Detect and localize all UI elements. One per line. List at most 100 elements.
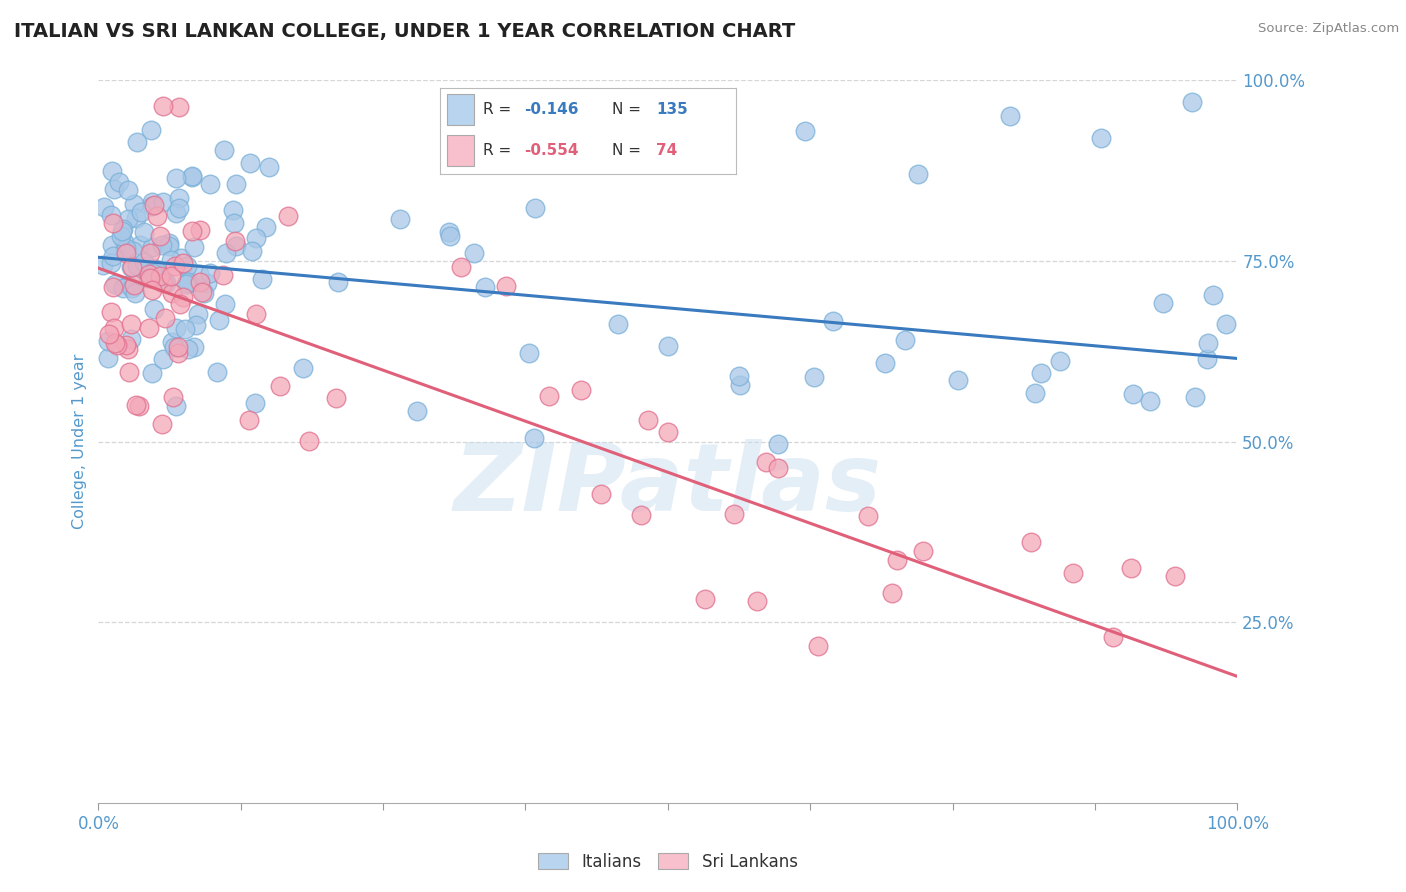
Point	[111, 224, 134, 238]
Point	[388, 212, 411, 227]
Point	[793, 124, 815, 138]
Point	[1121, 387, 1143, 401]
Point	[591, 486, 613, 500]
Point	[728, 368, 751, 383]
Point	[117, 343, 139, 357]
Point	[856, 509, 879, 524]
Point	[184, 318, 207, 332]
Point	[474, 280, 496, 294]
Point	[97, 334, 120, 349]
Point	[142, 302, 165, 317]
Y-axis label: College, Under 1 year: College, Under 1 year	[72, 354, 87, 529]
Point	[101, 249, 124, 263]
Point	[766, 460, 789, 475]
Point	[112, 280, 135, 294]
Point	[115, 246, 138, 260]
Point	[183, 240, 205, 254]
Point	[723, 507, 745, 521]
Point	[240, 244, 263, 259]
Point	[222, 216, 245, 230]
Point	[162, 390, 184, 404]
Point	[907, 167, 929, 181]
Point	[214, 297, 236, 311]
Point	[121, 281, 143, 295]
Point	[569, 383, 592, 397]
Point	[114, 337, 136, 351]
Point	[141, 366, 163, 380]
Point	[291, 360, 314, 375]
Point	[152, 276, 174, 290]
Point	[197, 277, 219, 291]
Point	[254, 219, 277, 234]
Point	[108, 175, 131, 189]
Point	[215, 245, 238, 260]
Point	[100, 304, 122, 318]
Point	[188, 267, 211, 281]
Point	[114, 241, 136, 255]
Point	[250, 272, 273, 286]
Point	[1021, 535, 1043, 549]
Point	[167, 201, 190, 215]
Point	[912, 544, 935, 558]
Point	[894, 333, 917, 347]
Point	[523, 201, 546, 215]
Point	[176, 275, 198, 289]
Point	[205, 366, 228, 380]
Point	[1163, 569, 1185, 583]
Point	[138, 320, 160, 334]
Point	[152, 352, 174, 367]
Point	[100, 164, 122, 178]
Point	[97, 351, 120, 366]
Point	[91, 258, 114, 272]
Point	[117, 212, 139, 227]
Point	[657, 425, 679, 439]
Point	[125, 398, 148, 412]
Point	[141, 240, 163, 254]
Point	[188, 223, 211, 237]
Point	[245, 231, 267, 245]
Point	[1184, 390, 1206, 404]
Point	[188, 275, 211, 289]
Point	[221, 202, 243, 217]
Point	[257, 161, 280, 175]
Point	[1215, 317, 1237, 331]
Point	[138, 267, 160, 281]
Point	[165, 259, 187, 273]
Point	[125, 211, 148, 225]
Point	[160, 253, 183, 268]
Point	[97, 326, 120, 341]
Point	[439, 228, 461, 243]
Point	[1197, 351, 1219, 366]
Point	[187, 307, 209, 321]
Point	[159, 235, 181, 250]
Point	[169, 297, 191, 311]
Point	[208, 313, 231, 327]
Point	[637, 413, 659, 427]
Point	[138, 271, 160, 285]
Point	[155, 274, 177, 288]
Point	[139, 245, 162, 260]
Point	[160, 286, 183, 301]
Point	[225, 177, 247, 191]
Point	[145, 261, 167, 276]
Point	[238, 412, 260, 426]
Point	[117, 277, 139, 292]
Point	[326, 275, 349, 289]
Point	[170, 251, 193, 265]
Point	[129, 205, 152, 219]
Point	[405, 404, 427, 418]
Text: ZIPatlas: ZIPatlas	[454, 439, 882, 531]
Point	[245, 307, 267, 321]
Point	[657, 339, 679, 353]
Point	[450, 260, 472, 274]
Point	[167, 100, 190, 114]
Point	[211, 268, 233, 283]
Point	[728, 378, 751, 392]
Point	[179, 277, 201, 291]
Point	[517, 345, 540, 359]
Point	[225, 239, 247, 253]
Point	[160, 335, 183, 350]
Point	[1139, 394, 1161, 409]
Point	[110, 229, 132, 244]
Point	[167, 346, 190, 360]
